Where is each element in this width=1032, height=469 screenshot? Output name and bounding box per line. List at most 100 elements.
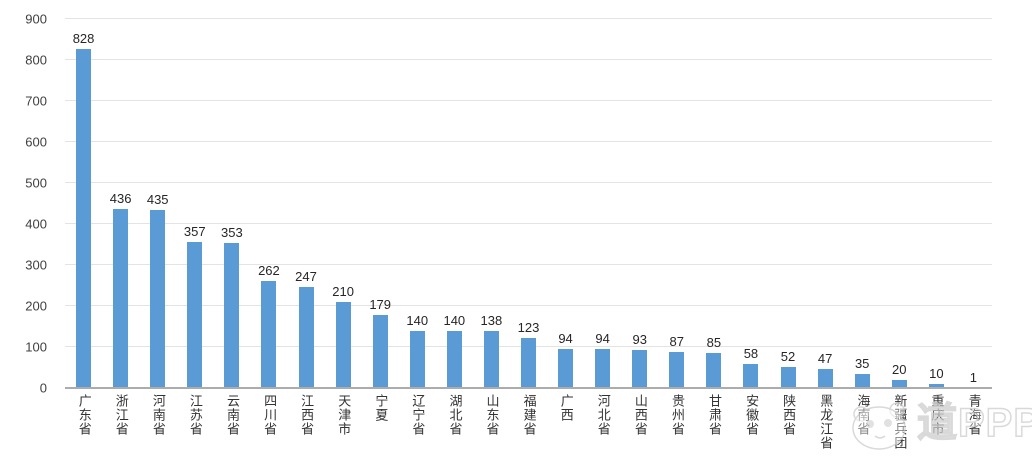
plot-area: 828 436 435 357 353 262 247 210 179 140 140 138 123 9… [65,18,992,389]
x-tick-cell: 陕西省 [769,394,806,469]
bar-column: 52 [769,19,806,388]
x-axis: 广东省 浙江省 河南省 江苏省 云南省 四川省 江西省 天津市 宁夏 辽宁省 湖北省 山东省 福建省 广西… [65,394,992,469]
x-tick-cell: 湖北省 [436,394,473,469]
x-tick-label: 贵州省 [669,394,685,436]
bar-value-label: 93 [632,331,647,347]
x-tick-cell: 河北省 [584,394,621,469]
gridline [65,264,992,265]
x-tick-label: 浙江省 [113,394,129,436]
x-tick-cell: 浙江省 [102,394,139,469]
y-tick-label: 500 [25,175,47,191]
bars-row: 828 436 435 357 353 262 247 210 179 140 140 138 123 9… [65,19,992,388]
bar-value-label: 138 [480,313,503,329]
bar-column: 140 [399,19,436,388]
gridline [65,223,992,224]
bar [483,331,499,388]
bar-column: 1 [955,19,992,388]
bar-value-label: 1 [969,369,978,385]
y-tick-label: 100 [25,339,47,355]
bar-value-label: 140 [406,312,429,328]
bar-column: 828 [65,19,102,388]
x-tick-cell: 贵州省 [658,394,695,469]
bar-column: 94 [584,19,621,388]
bar [261,280,277,388]
x-tick-label: 福建省 [521,394,537,436]
y-tick-label: 0 [39,380,47,396]
x-tick-cell: 青海省 [955,394,992,469]
bar [520,337,536,388]
bar-value-label: 179 [369,296,392,312]
x-tick-label: 黑龙江省 [818,394,834,450]
bar-column: 138 [473,19,510,388]
x-tick-label: 云南省 [225,394,240,436]
bar-column: 10 [918,19,955,388]
y-tick-label: 400 [25,216,47,232]
x-tick-cell: 山西省 [621,394,658,469]
x-tick-cell: 黑龙江省 [807,394,844,469]
bar [669,352,685,388]
bar [187,241,203,388]
bar [409,330,425,388]
x-tick-label: 宁夏 [373,394,389,422]
x-tick-label: 辽宁省 [410,394,426,436]
bar-value-label: 58 [743,346,759,362]
x-tick-label: 陕西省 [781,394,797,436]
bar-value-label: 52 [780,348,796,364]
x-tick-cell: 山东省 [473,394,510,469]
bar [335,301,351,388]
y-tick-label: 800 [25,52,47,68]
bar [928,383,944,388]
bar-column: 210 [325,19,362,388]
bar-column: 435 [139,19,176,388]
bar-column: 179 [362,19,399,388]
bar-value-label: 35 [854,355,870,371]
y-axis: 0 100 200 300 400 500 600 700 800 900 [0,0,55,469]
bar-column: 47 [807,19,844,388]
bar [558,349,574,388]
x-tick-cell: 辽宁省 [399,394,436,469]
bar [780,366,796,388]
bar-value-label: 357 [183,223,206,239]
x-tick-label: 新疆兵团 [892,394,908,450]
x-tick-label: 河北省 [595,394,611,436]
bar-column: 85 [695,19,732,388]
bar-column: 94 [547,19,584,388]
y-tick-label: 200 [25,298,47,314]
x-axis-line [65,387,992,389]
bar-column: 20 [881,19,918,388]
x-tick-label: 重庆市 [929,394,945,436]
bar [706,353,722,388]
bar-column: 58 [732,19,769,388]
x-tick-label: 广西 [558,394,574,422]
y-tick-label: 700 [25,93,47,109]
x-tick-cell: 重庆市 [918,394,955,469]
bar [743,364,759,388]
x-tick-cell: 新疆兵团 [881,394,918,469]
bar-value-label: 435 [146,191,169,207]
bar-column: 123 [510,19,547,388]
bar-column: 93 [621,19,658,388]
bar-value-label: 85 [706,335,722,351]
bar-value-label: 20 [892,361,907,377]
x-tick-label: 湖北省 [447,394,463,436]
bar-value-label: 123 [517,319,540,335]
gridline [65,141,992,142]
bar-value-label: 87 [669,334,685,350]
x-tick-label: 青海省 [966,394,982,436]
x-tick-label: 甘肃省 [707,394,723,436]
bar-column: 140 [436,19,473,388]
bar [76,48,92,388]
x-tick-cell: 宁夏 [362,394,399,469]
x-tick-label: 安徽省 [744,394,760,436]
bar [224,243,240,388]
bar-value-label: 47 [817,350,833,366]
bar [113,209,129,388]
bar [372,314,388,388]
bar [632,349,648,388]
x-tick-label: 山西省 [632,394,648,436]
x-tick-label: 河南省 [150,394,166,436]
x-tick-cell: 广东省 [65,394,102,469]
bar-value-label: 210 [332,283,354,299]
x-tick-label: 山东省 [484,394,500,436]
bar [298,286,314,388]
